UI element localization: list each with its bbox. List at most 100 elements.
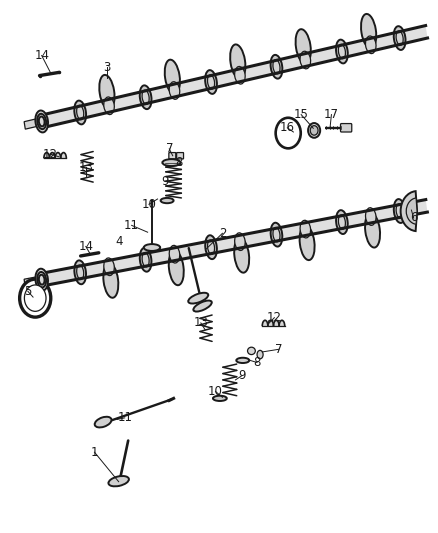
Ellipse shape bbox=[396, 204, 403, 218]
Ellipse shape bbox=[300, 51, 311, 69]
Ellipse shape bbox=[95, 417, 112, 427]
Ellipse shape bbox=[140, 85, 152, 109]
Ellipse shape bbox=[144, 244, 160, 251]
Ellipse shape bbox=[169, 251, 184, 285]
Polygon shape bbox=[44, 153, 66, 158]
Polygon shape bbox=[41, 26, 427, 128]
Ellipse shape bbox=[394, 199, 406, 223]
Wedge shape bbox=[401, 191, 417, 231]
Ellipse shape bbox=[296, 29, 311, 63]
Ellipse shape bbox=[273, 60, 280, 74]
Text: 11: 11 bbox=[124, 219, 139, 232]
Text: 10: 10 bbox=[208, 385, 223, 398]
Ellipse shape bbox=[162, 159, 180, 166]
Ellipse shape bbox=[273, 228, 280, 242]
Ellipse shape bbox=[205, 70, 217, 94]
FancyBboxPatch shape bbox=[177, 152, 184, 159]
Ellipse shape bbox=[104, 97, 114, 115]
Ellipse shape bbox=[235, 67, 245, 84]
Ellipse shape bbox=[104, 258, 114, 276]
Ellipse shape bbox=[366, 208, 376, 225]
Ellipse shape bbox=[77, 106, 84, 119]
Ellipse shape bbox=[365, 36, 376, 54]
Polygon shape bbox=[262, 320, 285, 326]
Ellipse shape bbox=[208, 240, 215, 254]
Text: 15: 15 bbox=[294, 108, 309, 121]
Ellipse shape bbox=[25, 285, 46, 311]
Ellipse shape bbox=[77, 265, 84, 279]
Ellipse shape bbox=[234, 238, 249, 273]
Polygon shape bbox=[24, 118, 42, 129]
Ellipse shape bbox=[271, 55, 283, 79]
Text: 7: 7 bbox=[275, 343, 283, 356]
Text: 8: 8 bbox=[253, 356, 261, 369]
Text: 12: 12 bbox=[43, 148, 58, 160]
Ellipse shape bbox=[336, 39, 348, 63]
Ellipse shape bbox=[247, 347, 255, 354]
Ellipse shape bbox=[276, 118, 301, 148]
FancyBboxPatch shape bbox=[340, 124, 352, 132]
Ellipse shape bbox=[39, 274, 45, 285]
Text: 6: 6 bbox=[410, 212, 417, 224]
Ellipse shape bbox=[300, 225, 314, 260]
Text: 7: 7 bbox=[166, 142, 173, 156]
Ellipse shape bbox=[257, 350, 263, 359]
Text: 5: 5 bbox=[24, 285, 32, 298]
Ellipse shape bbox=[394, 26, 406, 50]
Ellipse shape bbox=[193, 301, 212, 312]
Text: 9: 9 bbox=[161, 174, 169, 188]
FancyBboxPatch shape bbox=[169, 152, 176, 159]
Text: 10: 10 bbox=[141, 198, 156, 211]
Ellipse shape bbox=[103, 263, 118, 298]
Ellipse shape bbox=[236, 358, 249, 363]
Text: 11: 11 bbox=[117, 411, 132, 424]
Ellipse shape bbox=[37, 114, 46, 129]
Ellipse shape bbox=[161, 198, 173, 203]
Text: 13: 13 bbox=[194, 317, 208, 329]
Ellipse shape bbox=[310, 126, 318, 135]
Text: 1: 1 bbox=[91, 446, 98, 459]
Text: 13: 13 bbox=[78, 161, 93, 174]
Ellipse shape bbox=[188, 293, 208, 303]
Ellipse shape bbox=[109, 476, 129, 486]
Ellipse shape bbox=[205, 235, 217, 259]
Text: 16: 16 bbox=[280, 122, 295, 134]
Text: 12: 12 bbox=[267, 311, 282, 324]
Ellipse shape bbox=[336, 210, 348, 234]
Ellipse shape bbox=[140, 248, 152, 272]
Ellipse shape bbox=[300, 220, 311, 238]
Ellipse shape bbox=[308, 123, 320, 138]
Ellipse shape bbox=[213, 395, 227, 401]
Ellipse shape bbox=[235, 233, 245, 251]
Ellipse shape bbox=[37, 272, 46, 287]
Ellipse shape bbox=[74, 101, 86, 124]
Polygon shape bbox=[41, 199, 427, 286]
Text: 17: 17 bbox=[324, 108, 339, 121]
Ellipse shape bbox=[20, 279, 51, 317]
Ellipse shape bbox=[339, 215, 346, 229]
Text: 2: 2 bbox=[219, 227, 226, 240]
Ellipse shape bbox=[169, 245, 180, 263]
Text: 9: 9 bbox=[238, 369, 246, 382]
Ellipse shape bbox=[165, 60, 180, 94]
Ellipse shape bbox=[142, 253, 149, 267]
Wedge shape bbox=[406, 198, 417, 224]
Ellipse shape bbox=[39, 117, 45, 126]
Ellipse shape bbox=[365, 213, 380, 247]
Text: 14: 14 bbox=[78, 240, 93, 253]
Ellipse shape bbox=[99, 75, 114, 109]
Ellipse shape bbox=[35, 110, 48, 132]
Ellipse shape bbox=[339, 44, 346, 59]
Ellipse shape bbox=[230, 44, 245, 79]
Ellipse shape bbox=[74, 261, 86, 284]
Ellipse shape bbox=[271, 223, 283, 247]
Polygon shape bbox=[24, 276, 42, 287]
Text: 3: 3 bbox=[103, 61, 110, 74]
Text: 4: 4 bbox=[115, 235, 123, 248]
Ellipse shape bbox=[208, 75, 215, 89]
Ellipse shape bbox=[169, 82, 180, 99]
Ellipse shape bbox=[396, 31, 403, 45]
Ellipse shape bbox=[35, 269, 48, 290]
Text: 14: 14 bbox=[34, 49, 49, 62]
Ellipse shape bbox=[142, 90, 149, 104]
